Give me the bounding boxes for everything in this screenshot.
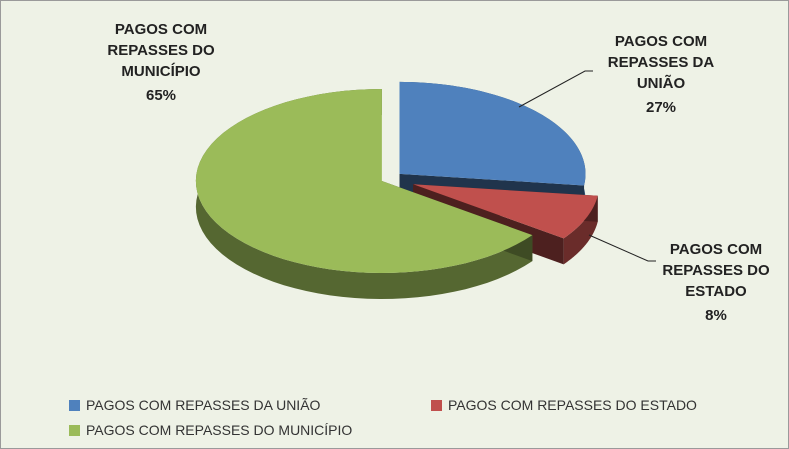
legend-label: PAGOS COM REPASSES DA UNIÃO [86,397,321,413]
legend-label: PAGOS COM REPASSES DO MUNICÍPIO [86,422,353,438]
legend-item: PAGOS COM REPASSES DA UNIÃO [69,397,320,413]
slice [399,81,586,186]
legend-swatch [69,424,80,436]
data-label-value: 27% [645,99,677,116]
legend-item: PAGOS COM REPASSES DO ESTADO [431,397,697,413]
leader-line [588,234,656,262]
data-label: PAGOS COM REPASSES DO MUNICÍPIO [107,21,215,80]
slice-side [563,195,598,265]
data-label: PAGOS COM REPASSES DA UNIÃO [607,33,715,92]
leader-line [518,70,593,108]
legend-item: PAGOS COM REPASSES DO MUNICÍPIO [69,422,352,438]
data-label: PAGOS COM REPASSES DO ESTADO [662,241,770,300]
slice [413,184,598,239]
slice [195,88,533,273]
data-label-value: 8% [705,307,727,324]
legend-swatch [431,399,442,411]
slice-side [195,88,533,299]
legend-label: PAGOS COM REPASSES DO ESTADO [448,397,697,413]
legend-swatch [69,399,80,411]
pie-tops [195,81,598,273]
data-label-value: 65% [145,87,177,104]
